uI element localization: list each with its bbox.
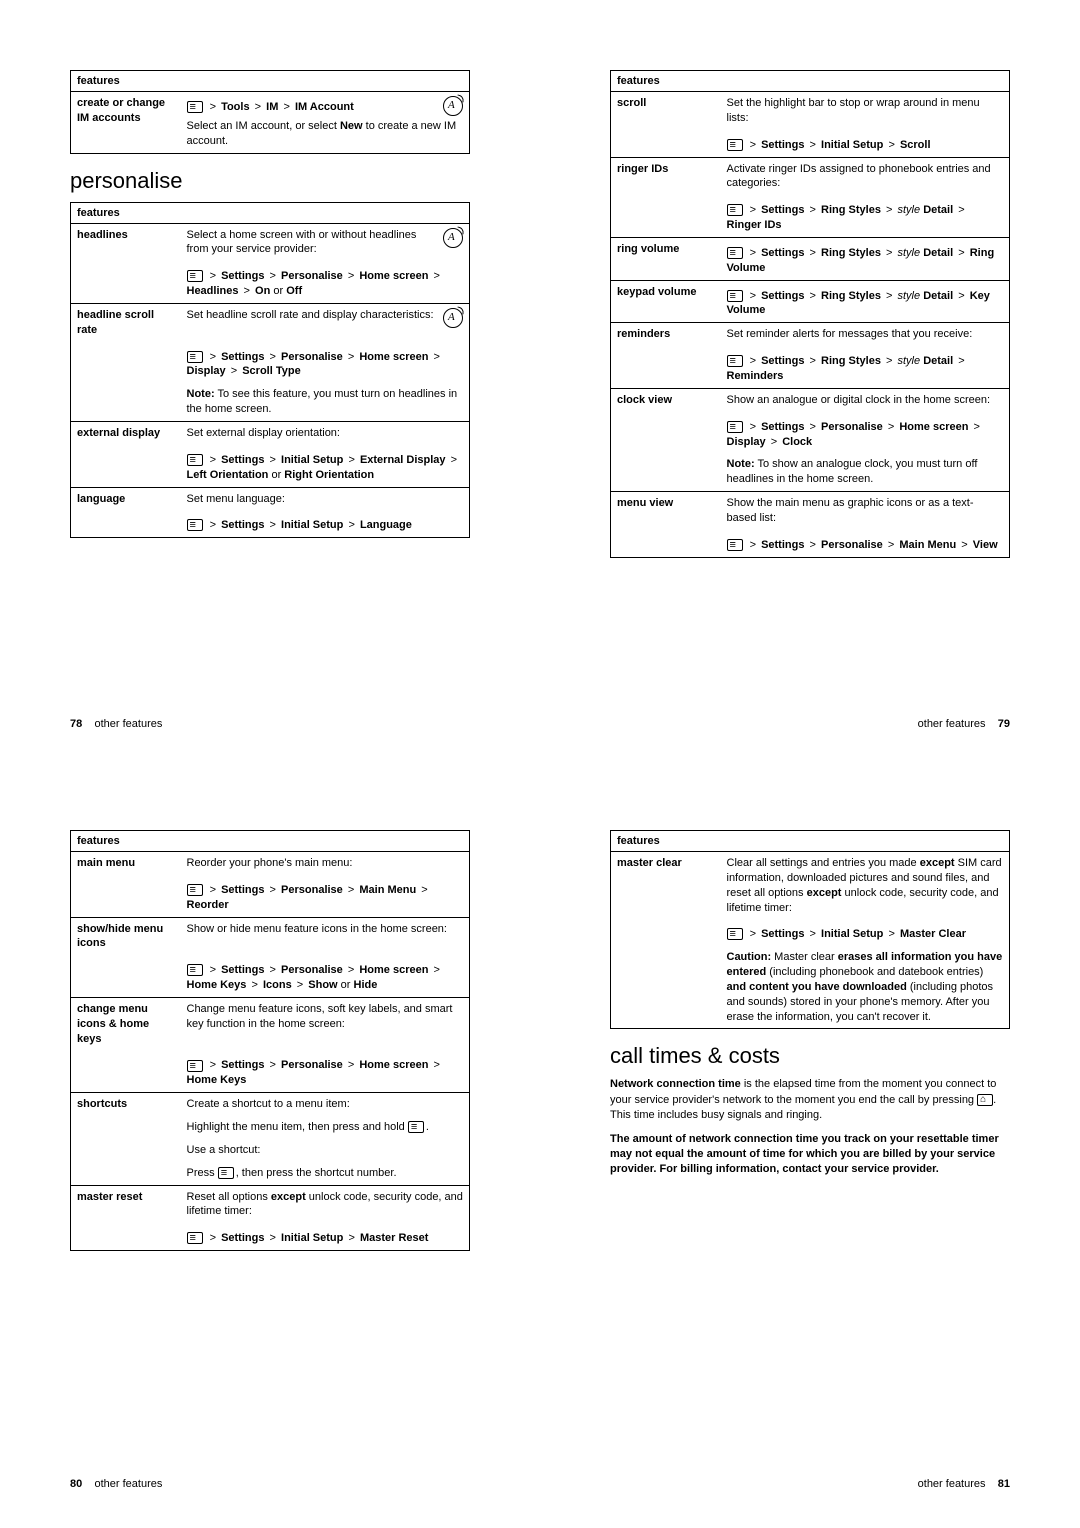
feature-name: menu view — [611, 492, 721, 530]
operator-icon — [443, 96, 463, 116]
table-header: features — [71, 831, 470, 852]
menu-key-icon — [187, 1060, 203, 1072]
page-78: features create or change IM accounts > … — [0, 0, 540, 760]
menu-key-icon — [727, 421, 743, 433]
feature-name: create or change IM accounts — [71, 92, 181, 154]
menu-key-icon — [187, 1232, 203, 1244]
page-footer: other features 81 — [918, 1478, 1010, 1490]
menu-key-icon — [187, 884, 203, 896]
table-im-accounts: features create or change IM accounts > … — [70, 70, 470, 154]
table-master-clear: features master clear Clear all settings… — [610, 830, 1010, 1029]
menu-key-icon — [727, 539, 743, 551]
feature-name: shortcuts — [71, 1093, 181, 1116]
table-personalise-3: features main menu Reorder your phone's … — [70, 830, 470, 1251]
menu-key-icon — [187, 519, 203, 531]
feature-desc: Reorder your phone's main menu: — [181, 852, 470, 875]
menu-key-icon — [727, 355, 743, 367]
feature-desc: Set external display orientation: — [181, 421, 470, 444]
table-personalise-2: features scroll Set the highlight bar to… — [610, 70, 1010, 558]
page-footer: 80 other features — [70, 1478, 162, 1490]
operator-icon — [443, 308, 463, 328]
feature-desc: Set the highlight bar to stop or wrap ar… — [721, 92, 1010, 130]
feature-desc: Show an analogue or digital clock in the… — [721, 388, 1010, 411]
feature-name: keypad volume — [611, 280, 721, 323]
menu-key-icon — [727, 928, 743, 940]
feature-name: external display — [71, 421, 181, 444]
feature-desc: Set reminder alerts for messages that yo… — [721, 323, 1010, 346]
feature-name: headline scroll rate — [71, 303, 181, 341]
operator-icon — [443, 228, 463, 248]
menu-key-icon — [727, 290, 743, 302]
feature-name: show/hide menu icons — [71, 917, 181, 955]
table-header: features — [71, 202, 470, 223]
table-personalise-1: features headlines Select a home screen … — [70, 202, 470, 539]
page-79: features scroll Set the highlight bar to… — [540, 0, 1080, 760]
menu-key-icon — [187, 270, 203, 282]
feature-name: change menu icons & home keys — [71, 997, 181, 1050]
feature-desc: > Tools > IM > IM Account Select an IM a… — [181, 92, 470, 154]
menu-key-icon — [187, 964, 203, 976]
feature-desc: Change menu feature icons, soft key labe… — [181, 997, 470, 1050]
body-paragraph-bold: The amount of network connection time yo… — [610, 1132, 1010, 1178]
menu-key-icon — [727, 139, 743, 151]
feature-name: reminders — [611, 323, 721, 346]
feature-name: master reset — [71, 1185, 181, 1223]
menu-key-icon — [727, 247, 743, 259]
feature-name: language — [71, 487, 181, 510]
menu-key-icon — [408, 1121, 424, 1133]
spread-78-79: features create or change IM accounts > … — [0, 0, 1080, 760]
menu-key-icon — [727, 204, 743, 216]
page-footer: 78 other features — [70, 718, 162, 730]
page-80: features main menu Reorder your phone's … — [0, 760, 540, 1520]
body-paragraph: Network connection time is the elapsed t… — [610, 1077, 1010, 1123]
feature-desc: Create a shortcut to a menu item: — [181, 1093, 470, 1116]
spread-80-81: features main menu Reorder your phone's … — [0, 760, 1080, 1520]
feature-desc: Activate ringer IDs assigned to phoneboo… — [721, 157, 1010, 195]
menu-key-icon — [218, 1167, 234, 1179]
end-key-icon — [977, 1094, 993, 1106]
menu-key-icon — [187, 351, 203, 363]
feature-desc: Set menu language: — [181, 487, 470, 510]
page-footer: other features 79 — [918, 718, 1010, 730]
menu-key-icon — [187, 454, 203, 466]
page-81: features master clear Clear all settings… — [540, 760, 1080, 1520]
feature-name: master clear — [611, 852, 721, 920]
section-call-times: call times & costs — [610, 1043, 1010, 1069]
feature-name: ringer IDs — [611, 157, 721, 195]
feature-name: clock view — [611, 388, 721, 411]
feature-name: ring volume — [611, 237, 721, 280]
feature-desc: Show the main menu as graphic icons or a… — [721, 492, 1010, 530]
menu-key-icon — [187, 101, 203, 113]
feature-name: main menu — [71, 852, 181, 875]
feature-desc: Show or hide menu feature icons in the h… — [181, 917, 470, 955]
feature-desc: Clear all settings and entries you made … — [721, 852, 1010, 920]
feature-desc: Set headline scroll rate and display cha… — [181, 303, 470, 341]
table-header: features — [71, 71, 470, 92]
feature-desc: Reset all options except unlock code, se… — [181, 1185, 470, 1223]
feature-name: headlines — [71, 223, 181, 261]
table-header: features — [611, 831, 1010, 852]
feature-name: scroll — [611, 92, 721, 130]
table-header: features — [611, 71, 1010, 92]
feature-desc: Select a home screen with or without hea… — [181, 223, 470, 261]
section-personalise: personalise — [70, 168, 470, 194]
